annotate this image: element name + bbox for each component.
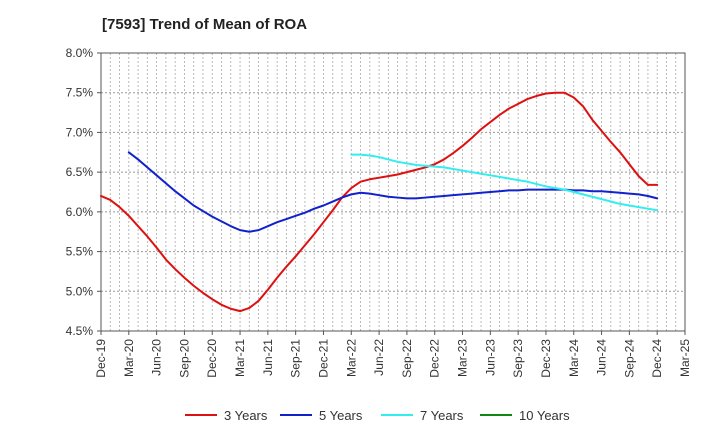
x-tick-label: Dec-22 — [428, 339, 442, 378]
x-tick-label: Jun-23 — [483, 339, 497, 376]
legend-label-5-years: 5 Years — [319, 408, 363, 423]
y-tick-label: 6.0% — [66, 205, 94, 219]
x-tick-label: Sep-20 — [177, 339, 191, 378]
legend: 3 Years 5 Years 7 Years 10 Years — [185, 408, 570, 423]
x-tick-label: Mar-25 — [678, 339, 692, 377]
legend-label-10-years: 10 Years — [519, 408, 570, 423]
x-tick-label: Mar-21 — [233, 339, 247, 377]
x-tick-label: Dec-24 — [650, 339, 664, 378]
x-tick-label: Dec-23 — [539, 339, 553, 378]
series-layer — [100, 91, 659, 313]
plot-frame — [100, 52, 686, 332]
x-tick-label: Mar-20 — [122, 339, 136, 377]
x-tick-label: Jun-20 — [150, 339, 164, 376]
y-tick-label: 7.5% — [66, 86, 94, 100]
y-tick-label: 4.5% — [66, 324, 94, 338]
series-line-5-years — [127, 151, 659, 233]
x-tick-label: Sep-23 — [511, 339, 525, 378]
x-tick-label: Sep-21 — [289, 339, 303, 378]
x-tick-label: Jun-22 — [372, 339, 386, 376]
y-axis: 4.5% 5.0% 5.5% 6.0% 6.5% 7.0% 7.5% 8.0% — [66, 46, 101, 338]
x-tick-label: Dec-20 — [205, 339, 219, 378]
x-tick-label: Mar-24 — [567, 339, 581, 377]
y-tick-label: 8.0% — [66, 46, 94, 60]
x-tick-label: Dec-21 — [316, 339, 330, 378]
chart-title: [7593] Trend of Mean of ROA — [102, 16, 307, 33]
legend-label-7-years: 7 Years — [420, 408, 464, 423]
legend-label-3-years: 3 Years — [224, 408, 268, 423]
x-tick-label: Sep-22 — [400, 339, 414, 378]
x-axis: Dec-19 Mar-20 Jun-20 Sep-20 Dec-20 Mar-21 Jun-… — [94, 331, 692, 378]
plot-border — [100, 52, 686, 332]
x-tick-label: Jun-24 — [595, 339, 609, 376]
x-tick-label: Mar-22 — [344, 339, 358, 377]
y-tick-label: 6.5% — [66, 165, 94, 179]
series-line-7-years — [350, 153, 659, 212]
series-line-3-years — [100, 91, 659, 313]
y-tick-label: 5.0% — [66, 284, 94, 298]
y-tick-label: 5.5% — [66, 245, 94, 259]
x-tick-label: Sep-24 — [622, 339, 636, 378]
x-tick-label: Mar-23 — [456, 339, 470, 377]
x-tick-label: Dec-19 — [94, 339, 108, 378]
x-tick-label: Jun-21 — [261, 339, 275, 376]
y-tick-label: 7.0% — [66, 125, 94, 139]
